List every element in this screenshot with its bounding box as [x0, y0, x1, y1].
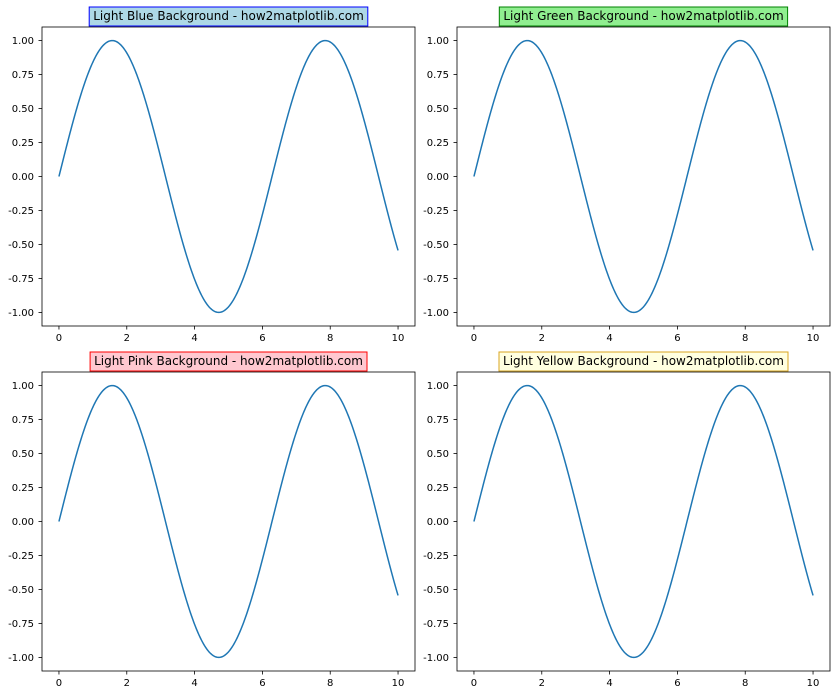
x-tick-label: 6: [259, 333, 265, 344]
x-tick-label: 4: [191, 333, 197, 344]
y-tick-label: -0.25: [8, 551, 34, 562]
y-tick-label: -0.25: [423, 551, 449, 562]
x-tick-label: 6: [674, 333, 680, 344]
title-background-box: [498, 351, 789, 372]
x-tick-label: 4: [191, 678, 197, 689]
subplot-light-pink: 0 2 4 6 8 10 -1.00 -0.75 -0.50 -0.25 0.00 0.25 0.50 0…: [8, 351, 416, 689]
x-tick-label: 6: [674, 678, 680, 689]
x-tick-label: 2: [539, 678, 545, 689]
subplot-light-blue: 0 2 4 6 8 10 -1.00 -0.75 -0.50 -0.25 0.00 0.25 0.50 0…: [8, 6, 416, 344]
x-tick-label: 10: [392, 333, 405, 344]
x-tick-label: 0: [56, 678, 62, 689]
x-tick-label: 2: [124, 333, 130, 344]
y-tick-label: 1.00: [12, 36, 34, 47]
y-tick-label: 0.25: [12, 138, 34, 149]
x-tick-label: 2: [539, 333, 545, 344]
y-tick-label: -0.25: [8, 206, 34, 217]
y-tick-label: -0.25: [423, 206, 449, 217]
title-background-box: [89, 351, 368, 372]
y-tick-label: -1.00: [8, 653, 34, 664]
plot-area: [456, 26, 831, 327]
subplot-light-yellow: 0 2 4 6 8 10 -1.00 -0.75 -0.50 -0.25 0.00 0.25 0.50 0…: [423, 351, 831, 689]
title-text: Light Pink Background - how2matplotlib.c…: [94, 354, 363, 368]
y-tick-label: -0.75: [8, 274, 34, 285]
y-tick-label: 0.00: [12, 172, 34, 183]
title-background-box: [498, 6, 789, 27]
y-tick-label: -0.75: [423, 619, 449, 630]
x-tick-label: 8: [742, 678, 748, 689]
y-tick-label: 0.25: [12, 483, 34, 494]
plot-area: [41, 371, 416, 672]
x-tick-label: 10: [392, 678, 405, 689]
x-tick-label: 10: [807, 678, 820, 689]
y-tick-label: -1.00: [423, 653, 449, 664]
y-tick-label: 0.75: [12, 415, 34, 426]
x-tick-label: 2: [124, 678, 130, 689]
y-tick-label: 0.25: [427, 483, 449, 494]
x-tick-label: 4: [606, 333, 612, 344]
subplot-light-green: 0 2 4 6 8 10 -1.00 -0.75 -0.50 -0.25 0.00 0.25 0.50 0…: [423, 6, 831, 344]
y-tick-label: 0.25: [427, 138, 449, 149]
y-tick-label: 1.00: [427, 36, 449, 47]
x-tick-label: 0: [56, 333, 62, 344]
x-tick-label: 4: [606, 678, 612, 689]
y-tick-label: 0.75: [427, 70, 449, 81]
y-tick-label: 0.50: [12, 104, 34, 115]
x-tick-label: 0: [471, 333, 477, 344]
x-tick-label: 8: [327, 333, 333, 344]
series-line-sine: [473, 39, 814, 314]
y-tick-label: -0.50: [8, 585, 34, 596]
x-tick-label: 6: [259, 678, 265, 689]
series-line-sine: [473, 384, 814, 659]
y-tick-label: -0.50: [423, 240, 449, 251]
subplot-title: Light Pink Background - how2matplotlib.c…: [89, 351, 368, 372]
series-line-sine: [58, 384, 399, 659]
y-tick-label: 0.50: [427, 104, 449, 115]
title-text: Light Green Background - how2matplotlib.…: [503, 9, 783, 23]
title-background-box: [88, 6, 369, 27]
y-tick-label: 1.00: [427, 381, 449, 392]
y-tick-label: 0.00: [427, 172, 449, 183]
y-tick-label: -0.50: [423, 585, 449, 596]
y-tick-label: 0.75: [427, 415, 449, 426]
y-tick-label: 0.00: [12, 517, 34, 528]
y-tick-label: 0.75: [12, 70, 34, 81]
y-tick-label: 1.00: [12, 381, 34, 392]
y-tick-label: -0.50: [8, 240, 34, 251]
y-tick-label: 0.50: [427, 449, 449, 460]
plot-area: [456, 371, 831, 672]
series-line-sine: [58, 39, 399, 314]
x-tick-label: 10: [807, 333, 820, 344]
y-tick-label: 0.00: [427, 517, 449, 528]
title-text: Light Yellow Background - how2matplotlib…: [503, 354, 784, 368]
x-tick-label: 8: [742, 333, 748, 344]
y-tick-label: 0.50: [12, 449, 34, 460]
y-tick-label: -0.75: [8, 619, 34, 630]
y-tick-label: -1.00: [8, 308, 34, 319]
plot-area: [41, 26, 416, 327]
x-tick-label: 0: [471, 678, 477, 689]
subplot-title: Light Blue Background - how2matplotlib.c…: [88, 6, 369, 27]
x-tick-label: 8: [327, 678, 333, 689]
subplot-title: Light Yellow Background - how2matplotlib…: [498, 351, 789, 372]
subplot-title: Light Green Background - how2matplotlib.…: [498, 6, 789, 27]
title-text: Light Blue Background - how2matplotlib.c…: [93, 9, 364, 23]
y-tick-label: -1.00: [423, 308, 449, 319]
y-tick-label: -0.75: [423, 274, 449, 285]
